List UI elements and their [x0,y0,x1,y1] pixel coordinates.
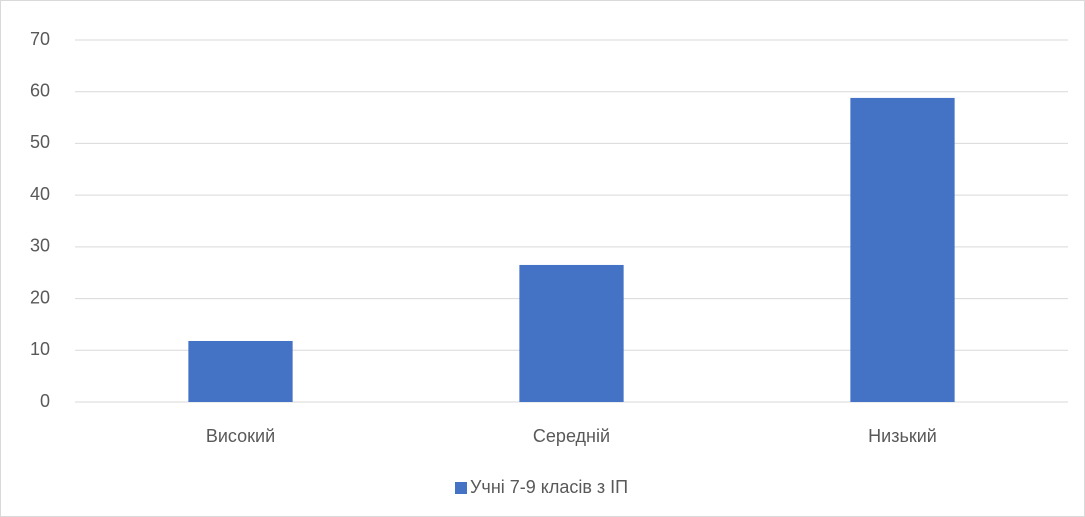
legend-swatch [455,482,467,494]
x-tick-label: Середній [533,426,610,446]
y-tick-label: 70 [30,29,50,49]
x-tick-label: Високий [206,426,275,446]
y-tick-label: 0 [40,391,50,411]
bar [188,340,293,402]
legend-label: Учні 7-9 класів з ІП [470,477,628,497]
bar [850,97,955,403]
bar [519,264,624,402]
y-tick-label: 20 [30,287,50,307]
y-tick-label: 10 [30,339,50,359]
y-tick-label: 40 [30,184,50,204]
x-tick-label: Низький [868,426,937,446]
y-tick-label: 60 [30,80,50,100]
y-tick-label: 50 [30,132,50,152]
y-tick-label: 30 [30,236,50,256]
